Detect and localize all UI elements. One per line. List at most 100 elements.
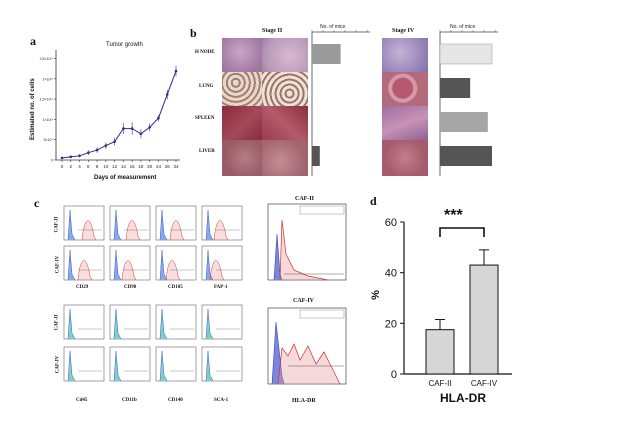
flow-large-isotype-top	[273, 233, 283, 281]
micrograph-stage2-hnode-a	[222, 38, 268, 74]
flow-large-legend-box-bottom	[299, 309, 345, 319]
panel-a-x-tick-label: 12	[112, 164, 118, 169]
stage4-bar-spleen	[440, 112, 488, 132]
panel-a-x-tick-label: 14	[121, 164, 127, 169]
panel-d-category-label: CAF-IV	[471, 379, 498, 388]
panel-a-x-tick-label: 6	[87, 164, 90, 169]
micrograph-stage2-lung-a	[222, 72, 268, 108]
panel-a-x-tick-label: 2	[70, 164, 73, 169]
flow-mini-specimen	[165, 260, 181, 281]
panel-d-bar-caf-ii	[425, 329, 455, 375]
panel-a-x-tick-label: 4	[78, 164, 81, 169]
panel-d-y-tick-label: 20	[385, 318, 397, 330]
panel-a-x-tick-label: 34	[173, 164, 179, 169]
panel-a-data-point	[78, 154, 81, 158]
micrograph-stage2-spleen-a	[222, 106, 268, 142]
micrograph-stage2-liver-a	[222, 140, 268, 176]
micrograph-stage2-spleen-b	[262, 106, 308, 142]
flow-top-title: CAF-II	[295, 196, 314, 202]
flow-large-isotype-bottom	[271, 321, 285, 385]
stage2-bar-header: No. of mice	[320, 24, 346, 30]
flow-mini-isotype	[205, 308, 214, 340]
panel-a-x-tick-label: 24	[156, 164, 162, 169]
panel-a-data-point	[113, 140, 116, 143]
flow-large-legend-box-top	[299, 205, 345, 215]
flow-mini-specimen	[209, 260, 225, 281]
stage4-bar-liver	[440, 146, 492, 166]
flow-mini-isotype	[159, 249, 168, 281]
panel-a-data-point	[148, 125, 151, 129]
marker-cd45: Cd45	[76, 398, 88, 403]
flow-mini-isotype	[113, 249, 122, 281]
panel-d-y-tick-label: 0	[391, 369, 397, 381]
flow-mini-specimen	[81, 220, 97, 241]
flow-mini-isotype	[159, 209, 168, 241]
panel-d-letter: d	[370, 194, 377, 208]
micrograph-stage4-lung	[382, 72, 428, 108]
panel-a-x-tick-label: 16	[130, 164, 136, 169]
flow-mini-isotype	[113, 308, 122, 340]
panel-a-y-tick-label: 5×10⁹	[44, 138, 54, 142]
micrograph-stage4-spleen	[382, 106, 428, 142]
micrograph-stage4-liver	[382, 140, 428, 176]
flow-mini-isotype	[205, 209, 214, 241]
flow-mini-specimen	[77, 260, 93, 281]
panel-d-category-label: CAF-II	[428, 379, 451, 388]
micrograph-stage2-lung-b	[262, 72, 308, 108]
marker-fap1: FAP-1	[214, 285, 228, 290]
panel-c-letter: c	[34, 196, 40, 210]
panel-a-y-tick-label: 1×10¹⁰	[43, 118, 54, 122]
panel-a-x-tick-label: 0	[61, 164, 64, 169]
flow-mini-specimen	[125, 220, 141, 241]
flow-mini-isotype	[113, 350, 122, 382]
marker-cd90: CD90	[124, 285, 137, 290]
flow-mini-isotype	[67, 350, 76, 382]
panel-a-data-point	[69, 155, 73, 159]
panel-a-y-tick-label: 0	[51, 159, 53, 163]
marker-cd11b: CD11b	[122, 398, 137, 403]
marker-cd140: CD140	[168, 398, 183, 403]
panel-d-y-tick-label: 40	[385, 268, 397, 280]
flow-mini-isotype	[113, 209, 122, 241]
panel-a-y-tick-label: 1.5×10¹⁰	[40, 98, 54, 102]
panel-a-x-tick-label: 20	[147, 164, 153, 169]
panel-a-x-tick-label: 26	[165, 164, 171, 169]
stage4-bar-h-node	[439, 43, 493, 65]
flow-mini-isotype	[159, 308, 168, 340]
panel-d-significance-bracket	[439, 227, 485, 237]
flow-mini-isotype	[205, 350, 214, 382]
panel-b-letter: b	[190, 26, 197, 40]
panel-a-data-point	[174, 69, 178, 73]
panel-d-xlabel: HLA-DR	[440, 391, 486, 405]
flow-mini-isotype	[67, 308, 76, 340]
flow-mini-specimen	[121, 260, 137, 281]
micrograph-stage4-hnode	[382, 38, 428, 74]
organ-label-lung: LUNG	[199, 84, 214, 89]
panel-d-bar-caf-iv	[469, 264, 499, 375]
panel-a-xlabel: Days of measurement	[94, 175, 157, 181]
stage2-bar-liver	[312, 146, 320, 166]
stage4-bar-header: No. of mice	[450, 24, 476, 30]
flow-bottom-title: CAF-IV	[293, 298, 314, 304]
stage4-bar-lung	[440, 78, 471, 98]
flow-mini-isotype	[159, 350, 168, 382]
panel-a-data-point	[122, 127, 125, 130]
organ-label-spleen: SPLEEN	[195, 116, 215, 121]
panel-a-x-tick-label: 10	[103, 164, 109, 169]
stage2-title: Stage II	[262, 28, 283, 34]
panel-a-y-tick-label: 2×10¹⁰	[43, 77, 54, 81]
stage2-bar-h-node	[312, 44, 341, 64]
panel-a-data-point	[87, 151, 90, 154]
organ-label-h-node: H NODE	[195, 50, 215, 55]
panel-a-letter: a	[30, 34, 36, 48]
flow-mini-isotype	[67, 209, 76, 241]
stage4-title: Stage IV	[392, 28, 415, 34]
panel-a-data-point	[139, 132, 143, 136]
panel-a-y-tick-label: 2.5×10¹⁰	[40, 57, 54, 61]
marker-sca1: SCA-1	[214, 398, 229, 403]
marker-cd29: CD29	[76, 285, 89, 290]
panel-a-data-point	[104, 144, 108, 147]
